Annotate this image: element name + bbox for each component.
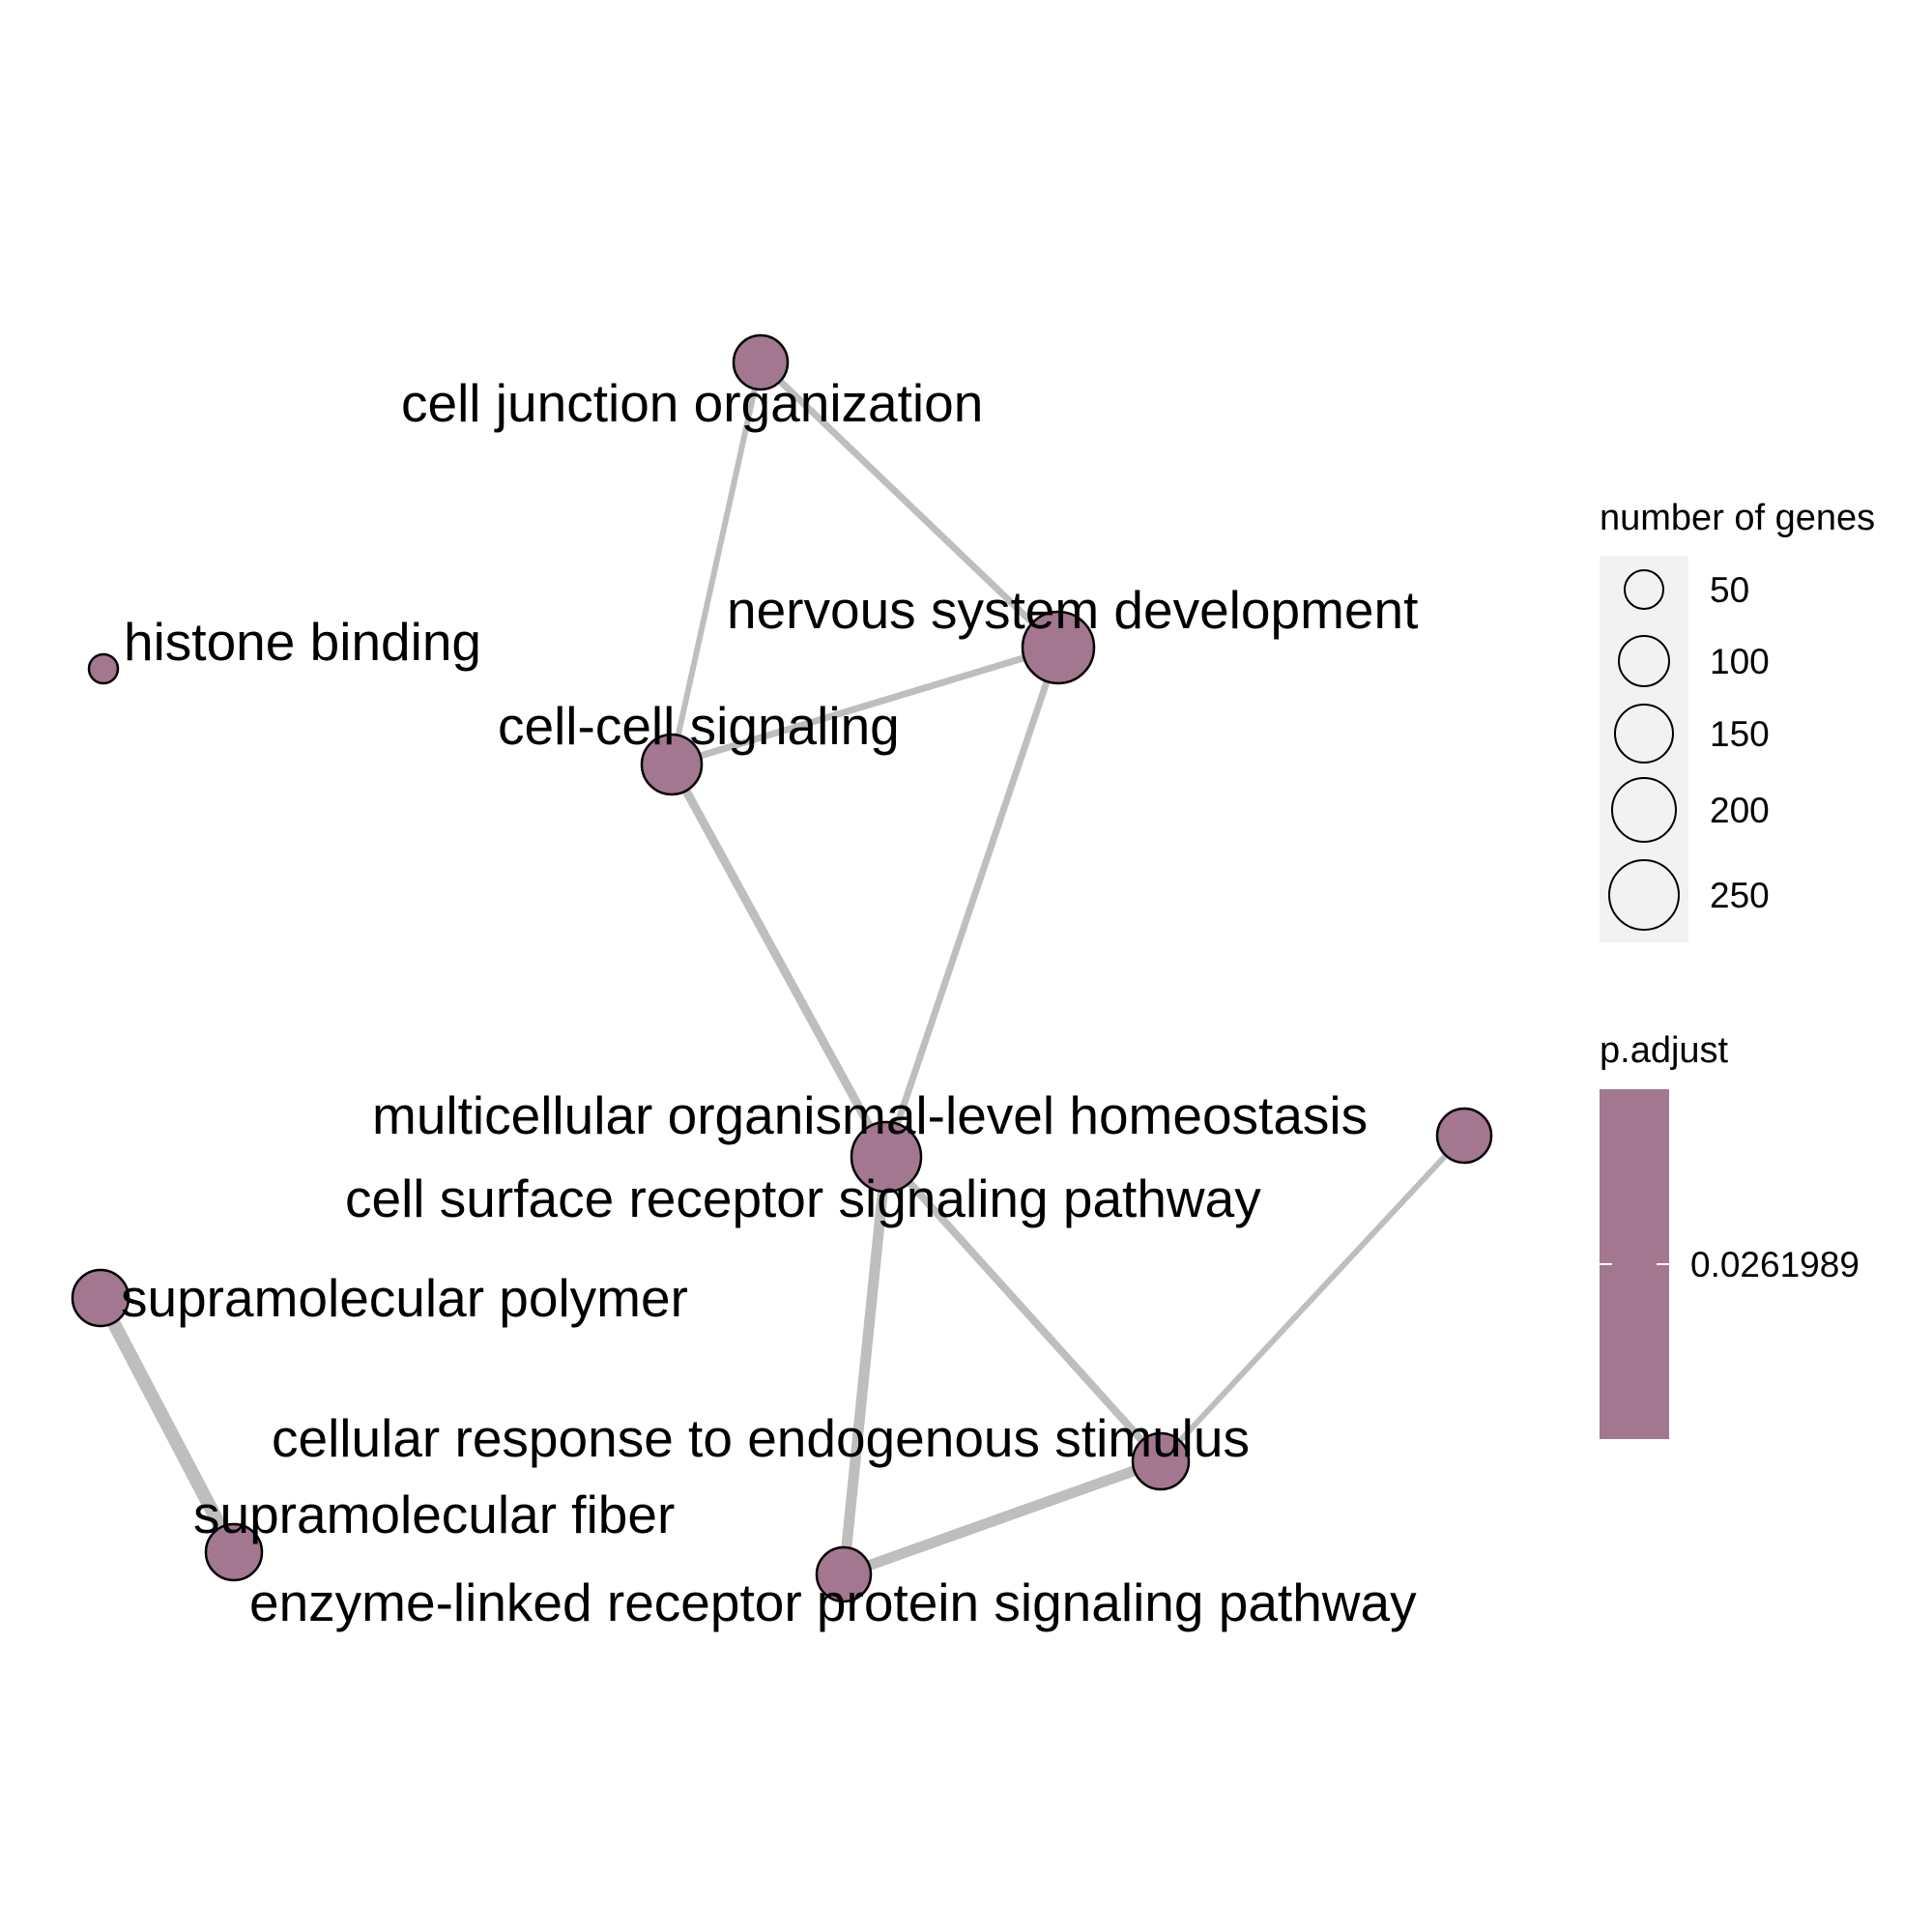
edge-nervous-surface xyxy=(882,646,1062,1159)
node-label-cellcell: cell-cell signaling xyxy=(498,696,900,756)
size-legend-items: 50 100 150 200 250 xyxy=(1608,569,1770,931)
size-legend-label-150: 150 xyxy=(1710,714,1770,754)
node-fiber xyxy=(204,1522,264,1582)
node-label-fiber: supramolecular fiber xyxy=(193,1485,675,1544)
edge-surface-enzyme xyxy=(838,1156,892,1575)
size-legend-title: number of genes xyxy=(1600,498,1875,538)
size-legend-label-250: 250 xyxy=(1710,876,1770,915)
color-legend: p.adjust 0.0261989 xyxy=(1600,1030,1860,1439)
node-response xyxy=(1131,1431,1191,1491)
node-label-nervous: nervous system development xyxy=(727,580,1418,640)
size-legend-label-100: 100 xyxy=(1710,642,1770,681)
label-layer: cell junction organization nervous system… xyxy=(121,373,1418,1632)
size-legend-circle-200 xyxy=(1611,777,1677,843)
node-multicell xyxy=(1435,1107,1493,1165)
edge-cellcell-nervous xyxy=(670,644,1060,768)
size-legend-circle-100 xyxy=(1618,635,1670,687)
size-legend-circle-50 xyxy=(1624,569,1664,610)
node-cell_junction xyxy=(732,333,790,391)
node-layer xyxy=(71,333,1493,1603)
node-label-surface: cell surface receptor signaling pathway xyxy=(345,1168,1261,1228)
edge-cellcell-surface xyxy=(668,762,890,1160)
edge-cell_junction-cellcell xyxy=(669,361,764,765)
edge-layer xyxy=(94,360,1467,1580)
node-label-cell_junction: cell junction organization xyxy=(401,373,983,433)
node-enzyme xyxy=(815,1545,873,1603)
size-legend-circle-250 xyxy=(1608,859,1680,931)
size-legend-label-200: 200 xyxy=(1710,791,1770,830)
node-label-histone: histone binding xyxy=(124,612,481,672)
node-histone xyxy=(87,652,120,685)
node-label-response: cellular response to endogenous stimulus xyxy=(272,1408,1250,1468)
edge-multicell-response xyxy=(1158,1133,1467,1464)
edge-polymer-fiber xyxy=(94,1294,241,1556)
edge-response-enzyme xyxy=(842,1456,1163,1580)
node-label-multicell: multicellular organismal-level homeostas… xyxy=(372,1085,1368,1145)
node-surface xyxy=(850,1120,923,1194)
color-legend-value: 0.0261989 xyxy=(1690,1245,1860,1284)
node-cellcell xyxy=(640,733,704,796)
node-polymer xyxy=(71,1268,130,1328)
node-label-enzyme: enzyme-linked receptor protein signaling… xyxy=(249,1572,1417,1632)
size-legend-label-50: 50 xyxy=(1710,570,1749,610)
size-legend-circle-150 xyxy=(1614,704,1674,764)
node-nervous xyxy=(1021,610,1096,685)
node-label-polymer: supramolecular polymer xyxy=(121,1268,688,1328)
edge-surface-response xyxy=(883,1154,1164,1464)
color-legend-title: p.adjust xyxy=(1600,1030,1729,1071)
edge-cell_junction-nervous xyxy=(758,360,1061,650)
size-legend: number of genes 50 100 150 200 250 xyxy=(1600,498,1875,942)
